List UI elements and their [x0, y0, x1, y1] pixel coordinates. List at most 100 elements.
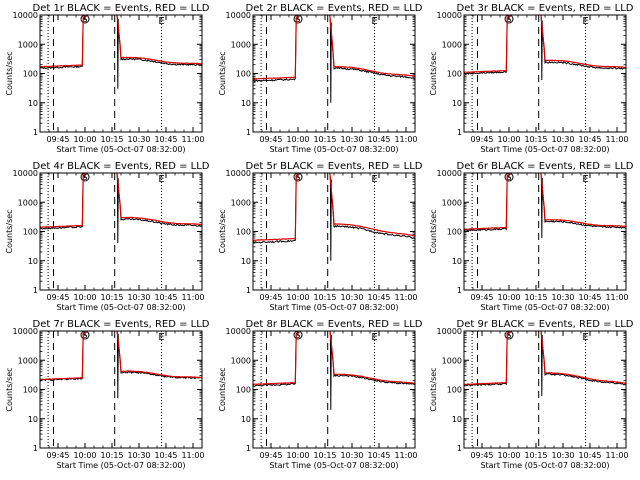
y-tick-label: 1 [457, 286, 462, 295]
start-marker-label: S [295, 173, 300, 182]
start-marker-label: S [506, 331, 511, 340]
x-tick-label: 10:45 [367, 293, 390, 302]
x-axis-label: Start Time (05-Oct-07 08:32:00) [56, 303, 185, 312]
x-tick-label: 10:15 [524, 293, 547, 302]
x-tick-label: 10:45 [154, 135, 177, 144]
y-tick-label: 10000 [226, 11, 251, 20]
plot-frame [39, 14, 203, 133]
x-tick-label: 10:45 [578, 451, 601, 460]
y-tick-label: 10000 [437, 169, 462, 178]
x-tick-label: 10:15 [524, 451, 547, 460]
x-tick-label: 09:45 [46, 293, 69, 302]
x-tick-label: 10:00 [286, 135, 309, 144]
panel-title: Det 5r BLACK = Events, RED = LLD [246, 161, 423, 172]
y-tick-label: 100 [447, 70, 462, 79]
y-tick-label: 100 [236, 228, 251, 237]
detector-panel-7: Det 7r BLACK = Events, RED = LLD 1 10 100 10… [5, 319, 210, 470]
x-tick-label: 10:30 [340, 293, 363, 302]
panel-title: Det 4r BLACK = Events, RED = LLD [33, 161, 210, 172]
y-tick-label: 10 [452, 415, 462, 424]
end-marker-label: E [158, 16, 164, 27]
y-tick-label: 10000 [13, 327, 38, 336]
y-tick-label: 1000 [442, 356, 462, 365]
lld-series-line [253, 173, 415, 241]
x-tick-label: 11:00 [181, 135, 204, 144]
x-axis-label: Start Time (05-Oct-07 08:32:00) [269, 303, 398, 312]
y-tick-label: 10000 [13, 169, 38, 178]
y-tick-label: 10 [241, 415, 251, 424]
lld-series-line [253, 331, 415, 385]
x-tick-label: 09:45 [259, 293, 282, 302]
lld-series-line [40, 173, 202, 228]
y-tick-label: 1 [457, 444, 462, 453]
x-axis-label: Start Time (05-Oct-07 08:32:00) [56, 461, 185, 470]
y-tick-label: 1000 [442, 198, 462, 207]
x-tick-label: 10:30 [127, 451, 150, 460]
x-tick-label: 10:45 [154, 293, 177, 302]
x-tick-label: 10:45 [578, 293, 601, 302]
x-tick-label: 10:15 [313, 451, 336, 460]
x-tick-label: 10:15 [100, 293, 123, 302]
y-axis-label: Counts/sec [429, 209, 438, 253]
end-marker-label: E [582, 332, 588, 343]
end-marker-label: E [371, 16, 377, 27]
y-tick-label: 100 [23, 386, 38, 395]
y-tick-label: 100 [236, 386, 251, 395]
end-marker-label: E [158, 174, 164, 185]
panel-title: Det 6r BLACK = Events, RED = LLD [457, 161, 634, 172]
end-marker-label: E [582, 16, 588, 27]
x-axis-label: Start Time (05-Oct-07 08:32:00) [480, 303, 609, 312]
x-tick-label: 10:15 [313, 293, 336, 302]
x-tick-label: 11:00 [181, 451, 204, 460]
y-tick-label: 100 [23, 70, 38, 79]
x-tick-label: 10:30 [127, 293, 150, 302]
y-tick-label: 1 [457, 128, 462, 137]
y-tick-label: 1000 [18, 198, 38, 207]
x-tick-label: 10:30 [551, 293, 574, 302]
y-axis-label: Counts/sec [218, 51, 227, 95]
detector-panel-6: Det 6r BLACK = Events, RED = LLD 1 10 100 10… [429, 161, 634, 312]
y-tick-label: 1 [33, 128, 38, 137]
x-tick-label: 11:00 [394, 293, 417, 302]
plot-frame [463, 330, 627, 449]
x-tick-label: 09:45 [470, 451, 493, 460]
end-marker-label: E [371, 332, 377, 343]
y-tick-label: 10 [28, 415, 38, 424]
y-tick-label: 100 [236, 70, 251, 79]
y-tick-label: 10000 [226, 327, 251, 336]
start-marker-label: S [506, 15, 511, 24]
y-tick-label: 100 [447, 386, 462, 395]
x-tick-label: 10:30 [551, 135, 574, 144]
x-tick-label: 10:15 [524, 135, 547, 144]
lld-series-line [40, 331, 202, 381]
y-tick-label: 10 [241, 99, 251, 108]
y-tick-label: 1000 [442, 40, 462, 49]
end-marker-label: E [371, 174, 377, 185]
detector-panel-3: Det 3r BLACK = Events, RED = LLD 1 10 100 10… [429, 3, 634, 154]
x-tick-label: 10:00 [286, 293, 309, 302]
y-tick-label: 10 [452, 257, 462, 266]
detector-panel-2: Det 2r BLACK = Events, RED = LLD 1 10 100 10… [218, 3, 423, 154]
x-tick-label: 10:00 [73, 293, 96, 302]
y-tick-label: 10 [241, 257, 251, 266]
x-tick-label: 09:45 [259, 135, 282, 144]
y-tick-label: 1000 [231, 40, 251, 49]
plot-frame [252, 330, 416, 449]
y-tick-label: 100 [23, 228, 38, 237]
y-tick-label: 1000 [18, 40, 38, 49]
x-axis-label: Start Time (05-Oct-07 08:32:00) [56, 145, 185, 154]
end-marker-label: E [582, 174, 588, 185]
x-axis-label: Start Time (05-Oct-07 08:32:00) [269, 461, 398, 470]
x-tick-label: 10:00 [73, 451, 96, 460]
x-tick-label: 10:45 [367, 451, 390, 460]
panel-title: Det 3r BLACK = Events, RED = LLD [457, 3, 634, 14]
x-tick-label: 09:45 [470, 135, 493, 144]
plot-frame [252, 14, 416, 133]
start-marker-label: S [82, 173, 87, 182]
x-tick-label: 10:15 [100, 135, 123, 144]
y-axis-label: Counts/sec [5, 367, 14, 411]
panel-title: Det 8r BLACK = Events, RED = LLD [246, 319, 423, 330]
x-tick-label: 11:00 [605, 451, 628, 460]
start-marker-label: S [82, 331, 87, 340]
